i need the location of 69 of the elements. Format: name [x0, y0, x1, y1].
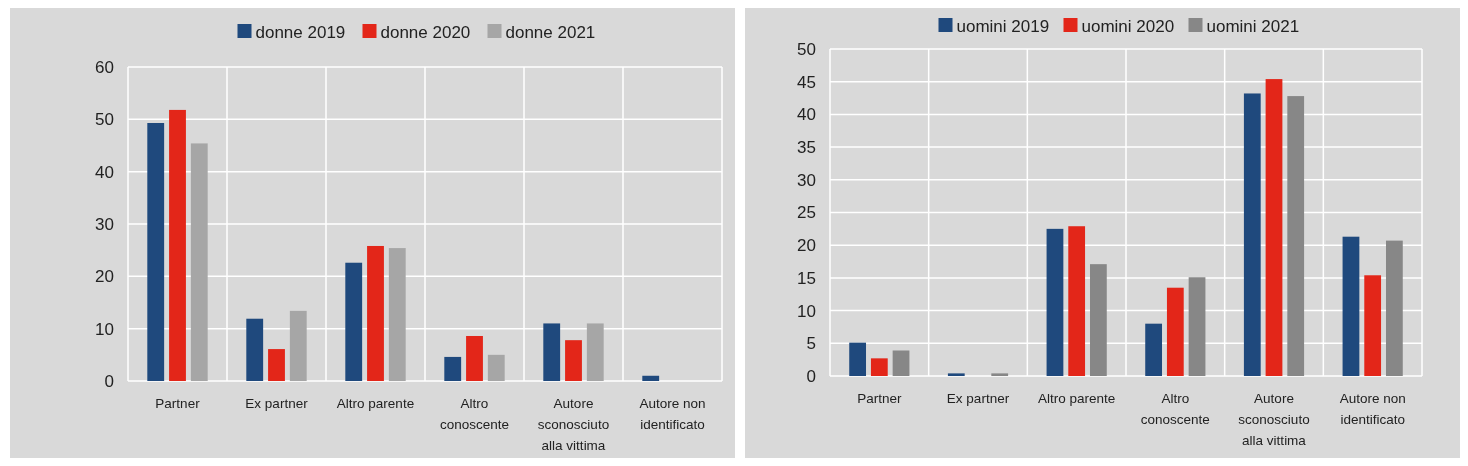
bar: [892, 350, 910, 376]
x-tick-label: Autore sconosciuto alla vittima: [1238, 391, 1310, 448]
x-tick-label: Altro conoscente: [1140, 391, 1210, 427]
legend-label: donne 2019: [255, 22, 346, 42]
bar: [246, 318, 264, 381]
x-tick-label: Autore sconosciuto alla vittima: [537, 396, 610, 453]
bar: [444, 356, 462, 381]
bar: [543, 323, 561, 381]
y-tick-label: 50: [797, 39, 816, 59]
y-tick-label: 45: [797, 72, 816, 92]
bar: [1166, 287, 1184, 376]
x-tick-label: Partner: [155, 396, 201, 411]
bar: [565, 340, 582, 381]
bar: [268, 349, 285, 381]
bar: [1046, 228, 1064, 376]
y-tick-label: 40: [95, 162, 114, 182]
legend-label: uomini 2019: [956, 16, 1050, 36]
x-tick-label: Altro parente: [1038, 391, 1116, 406]
bar: [1342, 236, 1360, 376]
bar: [1265, 79, 1283, 376]
y-tick-label: 50: [95, 110, 114, 130]
y-tick-label: 40: [797, 105, 816, 125]
bar: [487, 354, 505, 381]
bar: [1089, 264, 1107, 376]
bar: [586, 323, 604, 381]
bar: [1145, 323, 1163, 376]
x-tick-label: Altro conoscente: [439, 396, 510, 432]
y-tick-label: 5: [806, 334, 816, 354]
y-tick-label: 15: [797, 268, 816, 288]
bar: [642, 375, 660, 381]
bar: [466, 335, 483, 381]
bar: [1243, 93, 1261, 376]
y-tick-label: 30: [797, 170, 816, 190]
bar: [870, 358, 888, 376]
legend-label: donne 2021: [505, 22, 596, 42]
bar: [1188, 277, 1206, 376]
y-tick-label: 25: [797, 203, 816, 223]
x-tick-label: Autore non identificato: [639, 396, 706, 432]
y-tick-label: 35: [797, 138, 816, 158]
y-tick-label: 30: [95, 214, 114, 234]
bar: [991, 373, 1009, 376]
bar: [147, 123, 165, 381]
bar: [1364, 275, 1382, 376]
bar: [947, 373, 965, 376]
x-tick-label: Autore non identificato: [1339, 391, 1406, 427]
bar: [388, 248, 406, 381]
y-tick-label: 0: [806, 366, 816, 386]
y-tick-label: 20: [95, 267, 114, 287]
y-tick-label: 0: [104, 371, 114, 391]
bar: [289, 310, 307, 381]
y-tick-label: 20: [797, 236, 816, 256]
x-tick-label: Ex partner: [946, 391, 1010, 406]
bar: [849, 342, 867, 376]
bar: [345, 262, 363, 381]
y-tick-label: 10: [797, 301, 816, 321]
bar: [190, 143, 208, 381]
bar: [367, 245, 384, 381]
legend-label: donne 2020: [380, 22, 471, 42]
legend-label: uomini 2021: [1206, 16, 1300, 36]
x-tick-label: Altro parente: [336, 396, 415, 411]
bar: [1068, 226, 1086, 376]
y-tick-label: 10: [95, 319, 114, 339]
bar: [169, 109, 186, 381]
x-tick-label: Ex partner: [245, 396, 309, 411]
y-tick-label: 60: [95, 57, 114, 77]
x-tick-label: Partner: [857, 391, 902, 406]
bar: [1385, 240, 1403, 376]
bar: [1287, 96, 1305, 376]
legend-label: uomini 2020: [1081, 16, 1175, 36]
